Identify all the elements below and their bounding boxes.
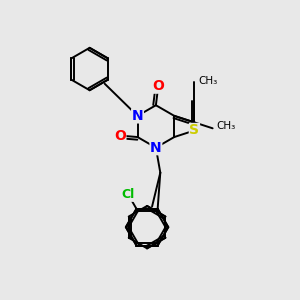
Text: CH₃: CH₃: [216, 121, 236, 131]
Text: N: N: [150, 141, 162, 154]
Text: Cl: Cl: [122, 188, 135, 201]
Text: CH₃: CH₃: [198, 76, 217, 85]
Text: S: S: [189, 124, 200, 137]
Text: N: N: [132, 109, 143, 123]
Text: O: O: [152, 79, 164, 93]
Text: O: O: [114, 129, 126, 142]
